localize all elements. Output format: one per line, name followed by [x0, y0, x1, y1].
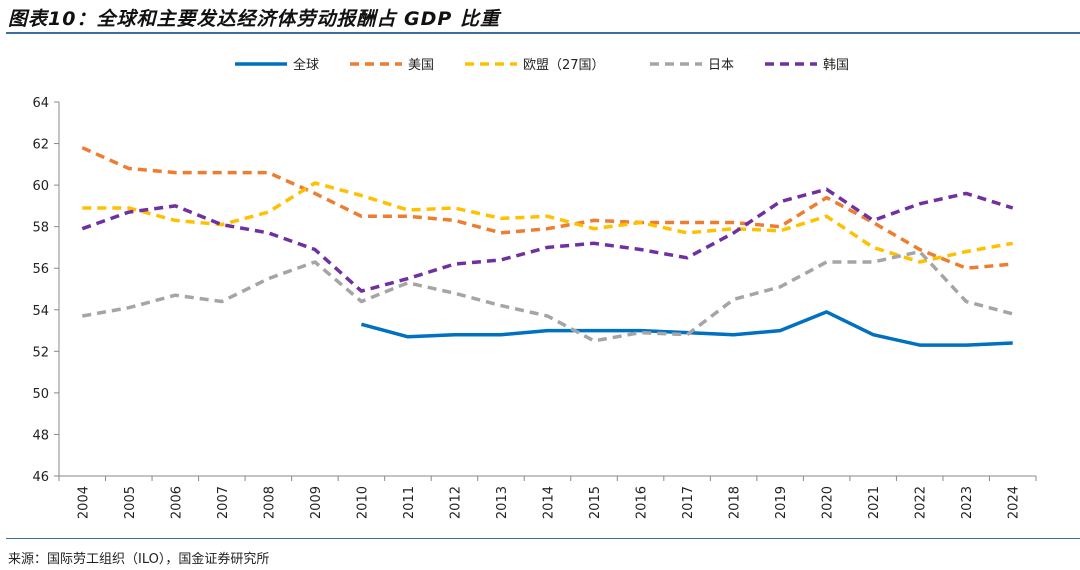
- y-tick-label: 60: [32, 179, 49, 194]
- x-tick-label: 2020: [821, 486, 836, 519]
- x-tick-label: 2009: [309, 486, 324, 519]
- x-tick-label: 2010: [355, 486, 370, 519]
- chart-title: 图表10：全球和主要发达经济体劳动报酬占 GDP 比重: [8, 8, 500, 30]
- y-tick-label: 64: [32, 96, 49, 111]
- y-tick-label: 50: [32, 387, 49, 402]
- x-tick-label: 2017: [681, 486, 696, 519]
- y-tick-label: 52: [32, 345, 49, 360]
- x-tick-label: 2022: [914, 486, 929, 519]
- series-line-0: [360, 310, 1013, 347]
- x-tick-label: 2023: [960, 486, 975, 519]
- x-tick-label: 2011: [402, 486, 417, 519]
- x-tick-label: 2004: [76, 486, 91, 519]
- x-tick-label: 2016: [635, 486, 650, 519]
- legend-label: 日本: [708, 58, 734, 73]
- x-tick-label: 2018: [728, 486, 743, 519]
- x-tick-label: 2012: [448, 486, 463, 519]
- x-tick-label: 2006: [169, 486, 184, 519]
- y-tick-label: 54: [32, 304, 49, 319]
- x-tick-label: 2007: [216, 486, 231, 519]
- x-tick-label: 2019: [774, 486, 789, 519]
- x-tick-label: 2015: [588, 486, 603, 519]
- x-tick-label: 2008: [262, 486, 277, 519]
- source-note: 来源：国际劳工组织（ILO），国金证券研究所: [8, 552, 270, 567]
- legend-label: 欧盟（27国）: [523, 58, 605, 73]
- series-line-1: [81, 146, 1013, 270]
- y-tick-label: 48: [32, 428, 49, 443]
- x-tick-label: 2021: [867, 486, 882, 519]
- x-tick-label: 2005: [123, 486, 138, 519]
- legend-label: 全球: [293, 57, 319, 73]
- x-tick-label: 2014: [542, 486, 557, 519]
- x-tick-label: 2013: [495, 486, 510, 519]
- series-line-4: [81, 187, 1014, 293]
- y-tick-label: 56: [32, 262, 49, 277]
- legend-label: 美国: [408, 58, 434, 73]
- legend-label: 韩国: [823, 58, 849, 73]
- title-divider: [6, 32, 1080, 34]
- x-tick-label: 2024: [1007, 486, 1022, 519]
- y-tick-label: 46: [32, 470, 49, 485]
- line-chart: 46 48 50 52 54 56 58 60 62 64 2004 2005 2006 2007 2008…: [32, 57, 1037, 519]
- y-tick-label: 62: [32, 138, 49, 153]
- footer-divider: [6, 538, 1080, 539]
- y-tick-label: 58: [32, 221, 49, 236]
- series-line-3: [81, 249, 1014, 343]
